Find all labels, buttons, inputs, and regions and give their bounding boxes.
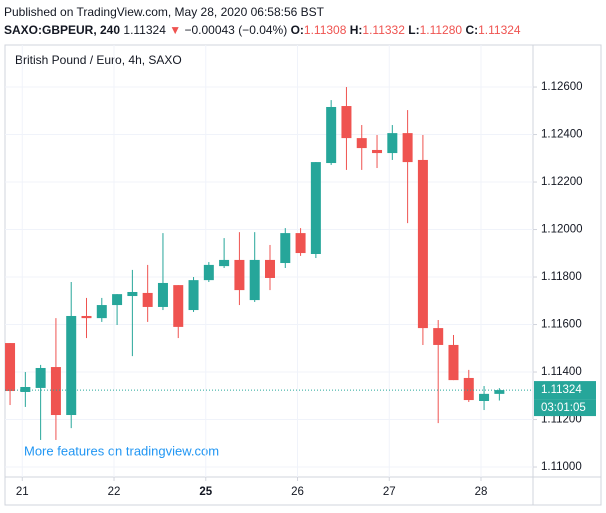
- candle-body: [20, 386, 31, 392]
- quote-line: SAXO:GBPEUR, 240 1.11324 ▼ −0.00043 (−0.…: [4, 21, 521, 39]
- candle-body: [96, 305, 107, 319]
- candle-body: [387, 133, 398, 154]
- chart-title: British Pound / Euro, 4h, SAXO: [15, 53, 182, 67]
- candle-body: [127, 291, 138, 297]
- candle-body: [142, 292, 153, 307]
- last: 1.11324: [123, 23, 166, 37]
- x-tick-label: 21: [16, 486, 29, 498]
- candle-body: [234, 259, 245, 291]
- candle-body: [5, 343, 16, 392]
- candle-body: [402, 133, 413, 163]
- candle-body: [448, 344, 459, 381]
- candle-body: [295, 233, 306, 254]
- y-tick-label: 1.11800: [541, 271, 582, 283]
- candle-body: [494, 390, 505, 394]
- countdown-box: [534, 399, 596, 417]
- c: 1.11324: [478, 23, 521, 37]
- candle-body: [280, 233, 291, 264]
- candle-body: [356, 138, 367, 149]
- published: Published on TradingView.com, May 28, 20…: [4, 5, 324, 19]
- h: 1.11332: [362, 23, 405, 37]
- x-tick-label: 26: [291, 486, 304, 498]
- frame: [4, 44, 602, 506]
- x-tick-label: 25: [199, 486, 212, 498]
- watermark: More features on tradingview.com: [24, 443, 219, 458]
- candle-body: [433, 328, 444, 345]
- x-tick-label: 27: [383, 486, 396, 498]
- candle-body: [188, 280, 199, 311]
- candle-body: [372, 149, 383, 154]
- y-tick-label: 1.12400: [541, 129, 583, 141]
- y-tick-label: 1.11000: [541, 461, 582, 473]
- candle-body: [81, 315, 92, 319]
- candle-body: [326, 106, 337, 164]
- candle-body: [112, 294, 123, 306]
- o-label: O:: [290, 23, 304, 37]
- h-label: H:: [349, 23, 363, 37]
- candle-body: [173, 285, 184, 327]
- c-label: C:: [465, 23, 479, 37]
- y-tick-label: 1.11400: [541, 366, 582, 378]
- y-tick-label: 1.12000: [541, 224, 583, 236]
- candle-body: [463, 377, 474, 401]
- countdown-label: 03:01:05: [541, 402, 586, 414]
- candle-body: [479, 393, 490, 402]
- candle-body: [35, 367, 46, 388]
- y-tick-label: 1.12600: [541, 81, 583, 93]
- l-label: L:: [408, 23, 420, 37]
- y-tick-label: 1.11200: [541, 414, 582, 426]
- last-price-label: 1.11324: [541, 384, 582, 396]
- arrow: ▼: [169, 23, 182, 37]
- candle-body: [219, 259, 230, 267]
- y-tick-label: 1.12200: [541, 176, 583, 188]
- candle-body: [66, 315, 77, 416]
- symbol: SAXO:GBPEUR, 240: [4, 23, 121, 37]
- candle-body: [249, 259, 260, 301]
- candle-body: [50, 367, 61, 416]
- last-price-box: [534, 381, 596, 400]
- y-tick-label: 1.11600: [541, 319, 582, 331]
- l: 1.11280: [419, 23, 463, 37]
- header: Published on TradingView.com, May 28, 20…: [4, 3, 521, 39]
- x-tick-label: 28: [475, 486, 488, 498]
- o: 1.11308: [303, 23, 347, 37]
- x-tick-label: 22: [108, 486, 121, 498]
- change: −0.00043 (−0.04%): [184, 23, 288, 37]
- candle-body: [203, 264, 214, 281]
- candle-body: [157, 282, 168, 307]
- candle-body: [417, 159, 428, 329]
- candle-body: [341, 106, 352, 139]
- candle-body: [264, 259, 275, 278]
- candle-body: [310, 162, 321, 254]
